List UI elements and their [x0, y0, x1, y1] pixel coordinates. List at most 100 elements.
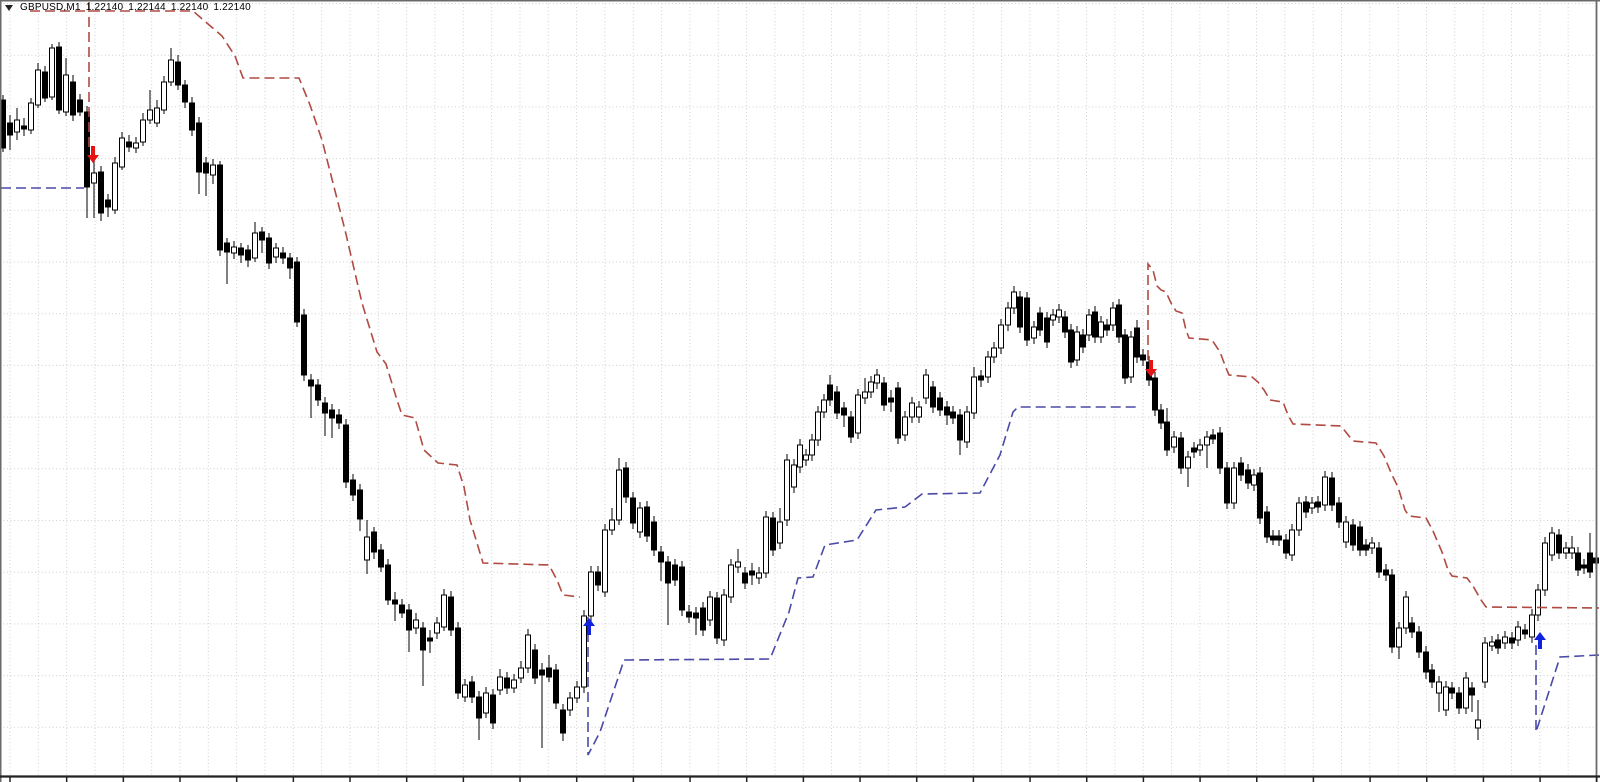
- candle-body: [721, 594, 727, 641]
- candle: [539, 663, 545, 748]
- time-axis[interactable]: [0, 775, 1600, 782]
- candle-body: [336, 414, 342, 424]
- symbol-dropdown-icon[interactable]: [5, 4, 13, 11]
- candle: [735, 549, 741, 573]
- candle: [1463, 672, 1469, 714]
- candle-body: [1296, 502, 1302, 531]
- candle: [245, 245, 251, 267]
- candle: [497, 669, 503, 695]
- candle-body: [35, 69, 41, 106]
- candle-body: [855, 394, 861, 434]
- candle: [182, 80, 188, 108]
- candle-body: [322, 402, 328, 414]
- candle-body: [140, 119, 146, 143]
- candle-body: [1122, 334, 1128, 379]
- candle-body: [315, 384, 321, 401]
- candle-body: [1062, 316, 1068, 333]
- candle-body: [1549, 532, 1555, 556]
- candle: [280, 247, 286, 264]
- candle-body: [1563, 547, 1569, 554]
- candle-body: [287, 257, 293, 269]
- candle: [231, 241, 237, 259]
- lower-trailing-stop-line-segment: [587, 406, 1140, 756]
- candle: [1140, 349, 1146, 366]
- candle-body: [63, 74, 69, 113]
- candle-body: [742, 572, 748, 584]
- candle-body: [1535, 589, 1541, 616]
- candle-body: [749, 570, 755, 576]
- candle-body: [1495, 639, 1501, 649]
- candle-body: [259, 231, 265, 241]
- candle: [797, 439, 803, 473]
- candle-body: [42, 71, 48, 99]
- candle: [916, 401, 922, 423]
- candle-body: [841, 407, 847, 416]
- candle: [1449, 682, 1455, 699]
- candle: [902, 411, 908, 441]
- candle: [98, 166, 104, 221]
- candle: [560, 704, 566, 741]
- candle-body: [168, 59, 174, 83]
- candle-body: [490, 694, 496, 724]
- candle: [693, 607, 699, 635]
- candle-body: [469, 681, 475, 698]
- candle: [574, 681, 580, 703]
- candle-body: [154, 107, 160, 124]
- candle-body: [1270, 535, 1276, 541]
- candle: [1363, 539, 1369, 556]
- candle-body: [1529, 614, 1535, 638]
- candle-body: [1463, 677, 1469, 709]
- candle: [1276, 530, 1282, 546]
- candle-body: [1469, 687, 1475, 696]
- candle: [252, 222, 258, 262]
- candle: [985, 351, 991, 383]
- candle-body: [49, 47, 55, 98]
- candle-body: [588, 571, 594, 617]
- candle: [301, 309, 307, 381]
- candle: [1322, 471, 1328, 511]
- candle: [14, 108, 20, 140]
- candle: [971, 367, 977, 419]
- candle-body: [1350, 524, 1356, 546]
- candle-body: [539, 669, 545, 676]
- candle-body: [1152, 377, 1158, 411]
- candle-body: [971, 376, 977, 414]
- candle-body: [1322, 476, 1328, 506]
- candle: [1128, 331, 1134, 383]
- candle: [791, 459, 797, 493]
- candle-body: [350, 479, 356, 496]
- candle-body: [399, 604, 405, 614]
- candle-body: [777, 521, 783, 544]
- candle-body: [273, 247, 279, 258]
- candle-body: [1098, 321, 1104, 338]
- ohlc-high: 1.22144: [128, 2, 166, 13]
- candle-body: [161, 81, 167, 111]
- candle-body: [637, 507, 643, 533]
- candle-body: [964, 411, 970, 443]
- candle: [63, 58, 69, 116]
- candle-body: [406, 609, 412, 631]
- candle: [784, 454, 790, 526]
- candle: [483, 687, 489, 718]
- candle-body: [1191, 447, 1197, 453]
- candle-body: [874, 374, 880, 384]
- candle-body: [1158, 409, 1164, 424]
- candle: [881, 377, 887, 411]
- candle: [1315, 496, 1321, 513]
- candle-body: [1264, 511, 1270, 538]
- candle: [392, 592, 398, 621]
- lower-trailing-stop-line: [1, 187, 1600, 756]
- candle-body: [1044, 317, 1050, 343]
- candle-body: [182, 84, 188, 103]
- candle-body: [1238, 462, 1244, 476]
- candle: [1376, 542, 1382, 578]
- candle-body: [707, 596, 713, 621]
- candle-body: [1217, 432, 1223, 469]
- candle: [28, 98, 34, 134]
- candle-body: [567, 697, 573, 711]
- candle-body: [1369, 542, 1375, 549]
- candle-body: [420, 627, 426, 651]
- candle: [42, 66, 48, 102]
- candle-body: [881, 382, 887, 406]
